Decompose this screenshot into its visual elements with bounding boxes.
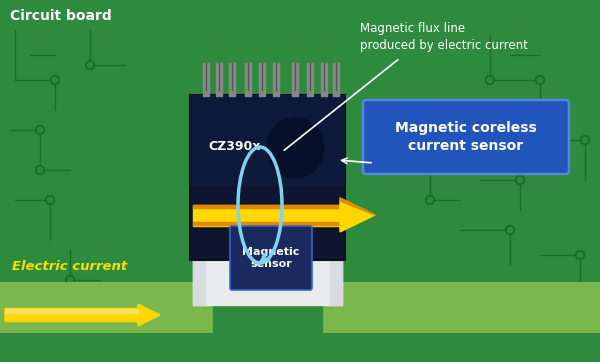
Circle shape [575, 251, 584, 260]
Circle shape [577, 253, 583, 257]
FancyArrow shape [5, 304, 160, 326]
Polygon shape [340, 198, 375, 215]
Circle shape [583, 138, 587, 143]
Circle shape [37, 168, 43, 173]
Circle shape [458, 118, 463, 122]
Circle shape [65, 275, 74, 285]
Bar [259, 63, 265, 96]
Text: Magnetic flux line
produced by electric current: Magnetic flux line produced by electric … [360, 22, 528, 52]
Circle shape [37, 127, 43, 132]
Circle shape [67, 278, 73, 282]
Circle shape [53, 77, 58, 83]
Circle shape [517, 177, 523, 182]
Circle shape [50, 76, 59, 84]
Bar [330, 195, 342, 305]
Circle shape [508, 227, 512, 232]
Bar [190, 95, 345, 260]
Circle shape [536, 76, 545, 84]
Bar [0, 285, 600, 330]
Polygon shape [340, 198, 375, 232]
Circle shape [47, 198, 53, 202]
FancyBboxPatch shape [0, 282, 600, 333]
Bar [333, 63, 339, 96]
Text: Electric current: Electric current [12, 260, 127, 273]
Bar [321, 63, 327, 96]
FancyBboxPatch shape [230, 226, 312, 290]
Bar [229, 63, 235, 96]
Circle shape [86, 60, 95, 70]
Circle shape [581, 135, 589, 144]
Bar [190, 95, 345, 186]
Circle shape [425, 195, 434, 205]
Bar [193, 205, 340, 208]
Circle shape [515, 176, 524, 185]
Bar [273, 63, 279, 96]
Bar [193, 195, 342, 305]
Bar [245, 63, 251, 96]
Bar [193, 195, 205, 305]
Text: Circuit board: Circuit board [10, 9, 112, 23]
Circle shape [427, 198, 433, 202]
Bar [203, 63, 209, 96]
Circle shape [35, 165, 44, 174]
Text: Magnetic coreless
current sensor: Magnetic coreless current sensor [395, 121, 537, 153]
Text: Magnetic
sensor: Magnetic sensor [242, 247, 299, 269]
Circle shape [485, 76, 494, 84]
FancyArrow shape [5, 309, 138, 313]
Circle shape [35, 126, 44, 135]
FancyBboxPatch shape [363, 100, 569, 174]
Bar [193, 222, 340, 225]
Circle shape [487, 77, 493, 83]
Bar [193, 205, 340, 226]
Text: CZ390x: CZ390x [208, 140, 260, 153]
Circle shape [538, 77, 542, 83]
Bar [307, 63, 313, 96]
Ellipse shape [266, 117, 325, 179]
Bar [292, 63, 298, 96]
Circle shape [46, 195, 55, 205]
Bar [213, 283, 322, 332]
Bar [216, 63, 222, 96]
Circle shape [88, 63, 92, 67]
Circle shape [455, 115, 464, 125]
Circle shape [505, 226, 515, 235]
